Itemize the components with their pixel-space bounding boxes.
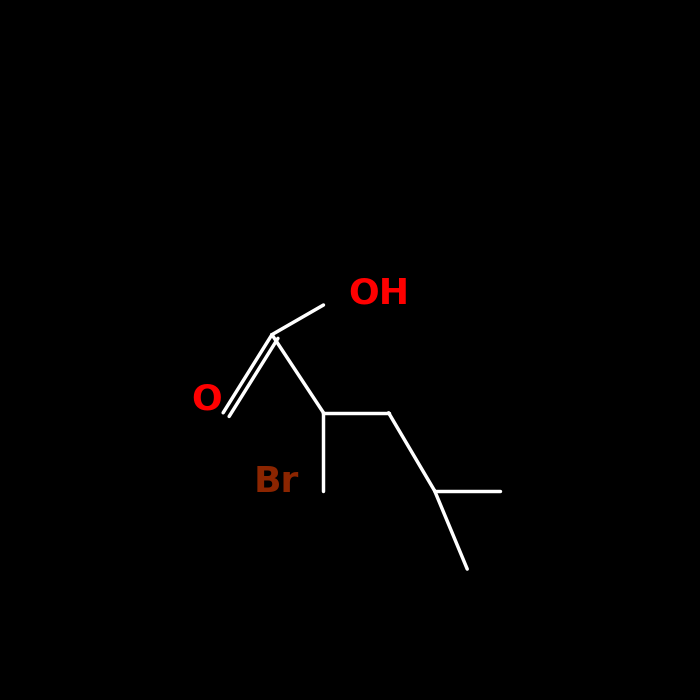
Text: OH: OH (348, 276, 409, 310)
Text: O: O (192, 382, 222, 416)
Text: Br: Br (253, 465, 299, 499)
